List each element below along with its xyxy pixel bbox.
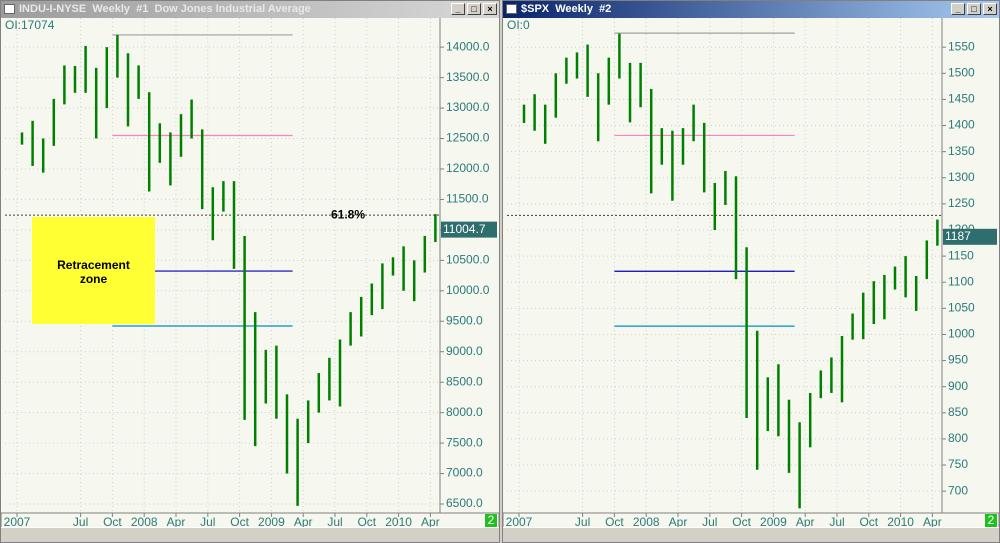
time-axis-background — [1, 512, 499, 529]
x-tick-label: 2008 — [131, 515, 158, 529]
x-tick-label: 2009 — [760, 515, 787, 529]
y-tick-label: 1400 — [948, 118, 975, 132]
x-tick-label: Oct — [103, 515, 122, 529]
x-tick-label: Jul — [829, 515, 844, 529]
x-tick-label: Jul — [702, 515, 717, 529]
y-tick-label: 1350 — [948, 144, 975, 158]
oi-label: OI:17074 — [5, 18, 55, 32]
y-tick-label: 9000.0 — [446, 344, 483, 358]
y-tick-label: 7000.0 — [446, 466, 483, 480]
chart: OI:0 700 750 800 850 900 950 1000 1050 1100 1150 12… — [503, 18, 999, 529]
x-tick-label: 2007 — [4, 515, 31, 529]
last-value-label: 1187 — [945, 229, 971, 243]
y-tick-label: 750 — [948, 457, 968, 471]
price-axis-background — [942, 18, 999, 513]
y-tick-label: 1550 — [948, 39, 975, 53]
y-tick-label: 7500.0 — [446, 435, 483, 449]
scroll-bar[interactable] — [503, 527, 999, 542]
maximize-button[interactable]: □ — [467, 3, 481, 15]
x-tick-label: 2010 — [385, 515, 412, 529]
y-tick-label: 1500 — [948, 65, 975, 79]
chart-window: INDU-I-NYSE Weekly #1 Dow Jones Industri… — [0, 0, 500, 543]
badge-label: 2 — [988, 513, 995, 527]
y-tick-label: 1150 — [948, 248, 974, 262]
y-tick-label: 1100 — [948, 274, 974, 288]
last-value-box — [441, 221, 497, 238]
x-tick-label: Apr — [421, 515, 440, 529]
title-bar: INDU-I-NYSE Weekly #1 Dow Jones Industri… — [1, 1, 499, 18]
oi-label: OI:0 — [507, 18, 530, 32]
x-tick-label: Jul — [73, 515, 88, 529]
midline-label: 61.8% — [331, 207, 365, 221]
x-tick-label: Oct — [605, 515, 624, 529]
y-tick-label: 9500.0 — [446, 313, 483, 327]
y-tick-label: 8000.0 — [446, 405, 483, 419]
x-tick-label: Oct — [859, 515, 878, 529]
last-value-label: 11004.7 — [443, 222, 486, 236]
badge-box — [485, 514, 497, 528]
title-bar: $SPX Weekly #2 _ □ × — [503, 1, 999, 18]
x-tick-label: Apr — [923, 515, 942, 529]
last-value-box — [943, 228, 997, 245]
x-tick-label: 2007 — [506, 515, 533, 529]
minimize-button[interactable]: _ — [451, 3, 465, 15]
y-tick-label: 850 — [948, 405, 968, 419]
y-tick-label: 8500.0 — [446, 374, 483, 388]
y-tick-label: 10500.0 — [446, 253, 490, 267]
window-title: $SPX Weekly #2 — [521, 3, 612, 15]
y-tick-label: 13000.0 — [446, 100, 490, 114]
y-tick-label: 1300 — [948, 170, 975, 184]
time-axis-background — [503, 512, 999, 529]
x-tick-label: 2009 — [258, 515, 285, 529]
y-tick-label: 6500.0 — [446, 496, 483, 510]
x-tick-label: 2008 — [633, 515, 660, 529]
retracement-zone: Retracement zone — [32, 217, 155, 324]
close-button[interactable]: × — [983, 3, 997, 15]
y-tick-label: 14000.0 — [446, 39, 490, 53]
x-tick-label: Apr — [294, 515, 313, 529]
x-tick-label: Oct — [230, 515, 249, 529]
y-tick-label: 800 — [948, 431, 968, 445]
badge-box — [985, 514, 997, 528]
y-tick-label: 1450 — [948, 92, 975, 106]
y-tick-label: 13500.0 — [446, 70, 490, 84]
x-tick-label: Jul — [575, 515, 590, 529]
x-tick-label: Apr — [669, 515, 688, 529]
y-tick-label: 950 — [948, 353, 968, 367]
y-tick-label: 11500.0 — [446, 192, 489, 206]
x-tick-label: Jul — [327, 515, 342, 529]
chart-window: $SPX Weekly #2 _ □ × OI:0 700 750 800 850 900 95… — [502, 0, 1000, 543]
y-tick-label: 1050 — [948, 301, 975, 315]
x-tick-label: Jul — [200, 515, 215, 529]
y-tick-label: 12500.0 — [446, 131, 490, 145]
price-axis-background — [440, 18, 499, 513]
maximize-button[interactable]: □ — [967, 3, 981, 15]
scroll-bar[interactable] — [1, 527, 499, 542]
y-tick-label: 700 — [948, 483, 968, 497]
y-tick-label: 12000.0 — [446, 161, 490, 175]
y-tick-label: 1000 — [948, 327, 975, 341]
badge-label: 2 — [488, 513, 495, 527]
x-tick-label: Apr — [796, 515, 815, 529]
y-tick-label: 1250 — [948, 196, 975, 210]
x-tick-label: Apr — [167, 515, 186, 529]
close-button[interactable]: × — [483, 3, 497, 15]
y-tick-label: 900 — [948, 379, 968, 393]
x-tick-label: 2010 — [887, 515, 914, 529]
x-tick-label: Oct — [357, 515, 376, 529]
plot-background — [503, 18, 942, 513]
x-tick-label: Oct — [732, 515, 751, 529]
y-tick-label: 10000.0 — [446, 283, 490, 297]
minimize-button[interactable]: _ — [951, 3, 965, 15]
window-title: INDU-I-NYSE Weekly #1 Dow Jones Industri… — [19, 3, 311, 15]
